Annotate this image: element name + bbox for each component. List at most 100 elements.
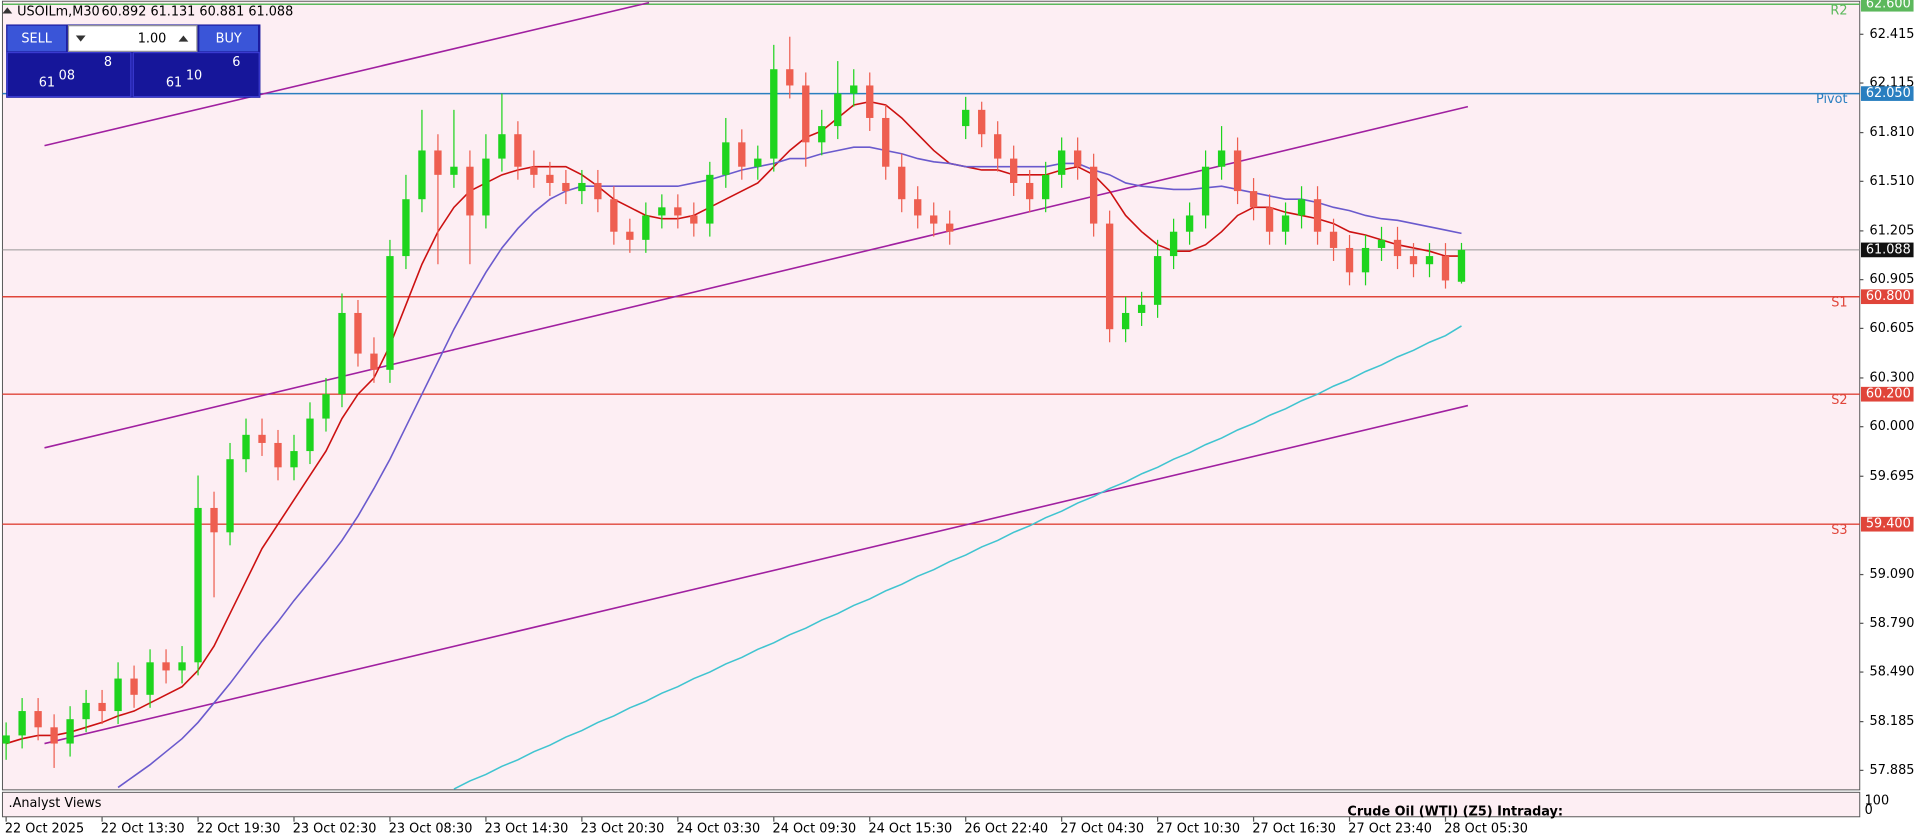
candle-body bbox=[818, 126, 826, 143]
buy-price-fraction: 6 bbox=[232, 55, 240, 70]
candle-body bbox=[930, 215, 938, 224]
moving-average bbox=[453, 325, 1462, 790]
candle-body bbox=[770, 69, 778, 159]
level-name: R2 bbox=[1830, 4, 1847, 19]
candle-body bbox=[546, 174, 554, 183]
candle-body bbox=[274, 442, 282, 468]
candle-body bbox=[1217, 150, 1226, 167]
x-tick-label: 22 Oct 2025 bbox=[5, 821, 84, 836]
level-name: S3 bbox=[1831, 523, 1847, 538]
candle-body bbox=[402, 199, 410, 257]
candle-body bbox=[1281, 215, 1290, 232]
candle-body bbox=[354, 312, 362, 354]
symbol: USOILm,M30 bbox=[17, 5, 100, 20]
candle-body bbox=[1265, 207, 1274, 232]
candle-body bbox=[434, 150, 442, 175]
trendline bbox=[44, 105, 1469, 449]
candle-body bbox=[658, 207, 666, 216]
level-tag bbox=[1860, 289, 1914, 305]
level-name: Pivot bbox=[1816, 92, 1848, 107]
candle-body bbox=[866, 85, 874, 118]
x-tick-label: 28 Oct 05:30 bbox=[1444, 821, 1528, 836]
lot-input[interactable] bbox=[67, 25, 198, 52]
candle-body bbox=[1057, 150, 1066, 175]
candle-body bbox=[98, 702, 106, 712]
x-tick-label: 24 Oct 09:30 bbox=[773, 821, 857, 836]
y-tick-label: 61.810 bbox=[1870, 125, 1915, 140]
y-tick-label: 58.490 bbox=[1870, 665, 1915, 680]
x-tick-label: 26 Oct 22:40 bbox=[964, 821, 1048, 836]
buy-button[interactable] bbox=[199, 25, 258, 52]
candle-body bbox=[850, 85, 858, 94]
lot-down[interactable] bbox=[75, 35, 86, 42]
level-tag-label: 62.050 bbox=[1866, 86, 1911, 101]
sell-price-box[interactable] bbox=[6, 51, 132, 98]
candle-body bbox=[482, 158, 490, 216]
indicator-panel bbox=[1, 791, 1861, 818]
buy-label: BUY bbox=[216, 32, 242, 47]
candle-body bbox=[610, 199, 618, 232]
trade-panel: SELL 1.00 BUY 61 08 8 61 10 6 bbox=[6, 24, 261, 98]
y-tick-label: 61.205 bbox=[1870, 223, 1915, 238]
level-tag-label: 59.400 bbox=[1866, 517, 1911, 532]
last-price-label: 61.088 bbox=[1866, 242, 1911, 257]
candle-body bbox=[290, 451, 298, 468]
candle-body bbox=[626, 231, 634, 240]
x-tick-label: 24 Oct 15:30 bbox=[869, 821, 953, 836]
candle-body bbox=[1089, 166, 1098, 224]
level-tag bbox=[1860, 0, 1914, 12]
level-tag-label: 60.800 bbox=[1866, 289, 1911, 304]
y-tick-label: 59.090 bbox=[1870, 567, 1915, 582]
candle-body bbox=[130, 678, 138, 695]
x-tick-label: 27 Oct 10:30 bbox=[1156, 821, 1240, 836]
candle-body bbox=[1393, 239, 1402, 257]
x-tick-label: 23 Oct 08:30 bbox=[389, 821, 473, 836]
candle-body bbox=[1377, 239, 1386, 248]
candle-body bbox=[914, 199, 922, 216]
candle-body bbox=[1329, 231, 1338, 248]
lot-up[interactable] bbox=[178, 35, 189, 42]
x-tick-label: 23 Oct 20:30 bbox=[581, 821, 665, 836]
level-name: S2 bbox=[1831, 393, 1847, 408]
candle-body bbox=[754, 158, 762, 167]
candle-body bbox=[530, 166, 538, 175]
candle-body bbox=[226, 459, 234, 533]
candle-body bbox=[258, 434, 266, 443]
y-tick-label: 57.885 bbox=[1870, 763, 1915, 778]
candle-body bbox=[1425, 256, 1434, 265]
candle-body bbox=[1441, 256, 1450, 281]
candle-body bbox=[962, 109, 970, 127]
candle-body bbox=[466, 166, 474, 216]
x-tick-label: 27 Oct 23:40 bbox=[1348, 821, 1432, 836]
candle-body bbox=[386, 256, 394, 370]
candle-body bbox=[2, 735, 10, 744]
candle-body bbox=[1313, 199, 1322, 232]
candle-body bbox=[146, 662, 154, 695]
candle-body bbox=[194, 507, 202, 663]
candle-body bbox=[594, 182, 602, 200]
y-tick-label: 60.905 bbox=[1870, 272, 1915, 287]
candle-body bbox=[1185, 215, 1194, 232]
buy-price-box[interactable] bbox=[132, 51, 260, 98]
candle-body bbox=[1345, 247, 1354, 273]
x-tick-label: 24 Oct 03:30 bbox=[677, 821, 761, 836]
trendline bbox=[44, 404, 1469, 745]
x-tick-label: 22 Oct 19:30 bbox=[197, 821, 281, 836]
sell-button[interactable] bbox=[7, 25, 67, 52]
y-tick-label: 58.185 bbox=[1870, 714, 1915, 729]
collapse-icon[interactable] bbox=[2, 7, 13, 14]
candle-body bbox=[578, 182, 586, 192]
y-tick-label: 61.510 bbox=[1870, 174, 1915, 189]
candle-body bbox=[786, 69, 794, 86]
candle-body bbox=[114, 678, 122, 712]
candle-body bbox=[946, 223, 954, 232]
candle-body bbox=[418, 150, 426, 200]
indicator-note: Crude Oil (WTI) (Z5) Intraday: bbox=[1347, 804, 1563, 819]
level-tag bbox=[1860, 86, 1914, 101]
candle-body bbox=[338, 312, 346, 395]
candle-body bbox=[882, 117, 890, 167]
candle-body bbox=[18, 711, 26, 736]
moving-average bbox=[5, 100, 1462, 745]
candle-body bbox=[834, 93, 842, 127]
candle-body bbox=[34, 711, 42, 728]
